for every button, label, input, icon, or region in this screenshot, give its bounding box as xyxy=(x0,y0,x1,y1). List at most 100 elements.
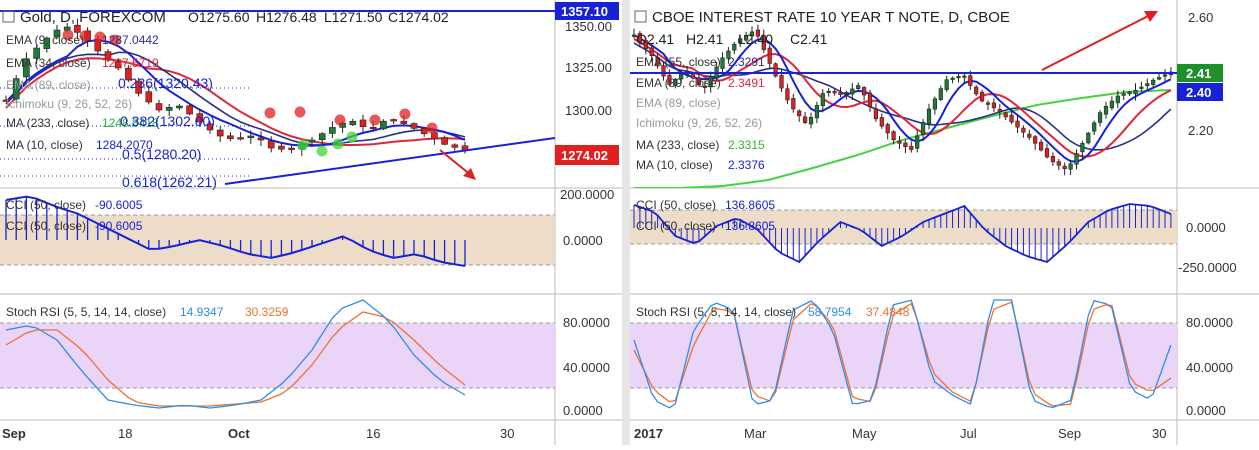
candle-body xyxy=(637,33,643,43)
legend-ma10[interactable]: MA (10, close) xyxy=(6,138,83,152)
candle-body xyxy=(1133,89,1138,95)
signal-dot xyxy=(346,131,358,143)
ma10-line xyxy=(5,39,466,147)
legend-ichimoku[interactable]: Ichimoku (9, 26, 52, 26) xyxy=(6,97,132,111)
cci-line xyxy=(633,203,1172,264)
support-trendline[interactable] xyxy=(224,137,556,185)
legend-ema89[interactable]: EMA (89, close) xyxy=(6,78,91,92)
stoch-legend[interactable]: Stoch RSI (5, 5, 14, 14, close) xyxy=(6,305,166,319)
candle-body xyxy=(23,58,30,78)
tnote-chart[interactable]: 2.60 2.20 2.41 2.40 CBOE INTEREST RATE 1… xyxy=(630,0,1259,445)
legend-ma233[interactable]: MA (233, close) xyxy=(636,138,719,152)
gold-candles xyxy=(2,18,469,156)
top-price-badge-text: 1357.10 xyxy=(561,4,608,19)
candle-body xyxy=(920,122,926,135)
candle-body xyxy=(938,88,943,100)
candle-body xyxy=(1115,95,1120,104)
candle-body xyxy=(950,77,955,80)
candle-body xyxy=(867,92,873,108)
price-badge-green xyxy=(1177,64,1223,82)
legend-ma233[interactable]: MA (233, close) xyxy=(6,116,89,130)
legend-ema34-value: 1297.5719 xyxy=(102,56,159,70)
legend-ema34[interactable]: EMA (34, close) xyxy=(6,56,91,70)
candle-body xyxy=(1162,74,1168,77)
candle-body xyxy=(1127,91,1132,95)
candle-body xyxy=(850,88,855,95)
legend-ema55[interactable]: EMA (55, close) xyxy=(636,55,721,69)
cci-legend[interactable]: CCI (50, close) xyxy=(636,198,716,212)
candle-body xyxy=(1015,120,1020,128)
candle-body xyxy=(844,92,849,95)
current-price-badge-text: 1274.02 xyxy=(561,148,608,163)
candle-body xyxy=(803,116,808,123)
candle-body xyxy=(410,123,418,129)
time-tick: 2017 xyxy=(634,426,663,441)
candle-body xyxy=(879,117,884,127)
stoch-k-value: 58.7954 xyxy=(808,305,852,319)
candle-body xyxy=(1151,79,1156,85)
candle-body xyxy=(738,38,743,44)
legend-ema89[interactable]: EMA (89, close) xyxy=(636,76,721,90)
price-tick: 1350.00 xyxy=(565,19,612,34)
symbol-title: Gold, D, FOREXCOM xyxy=(20,9,166,26)
cci-line xyxy=(5,195,466,267)
fib-label: 0.618(1262.21) xyxy=(122,174,217,190)
candle-body xyxy=(838,92,843,95)
gold-chart[interactable]: 1350.00 1325.00 1300.00 1357.10 1274.02 … xyxy=(0,0,622,445)
candle-body xyxy=(420,127,428,134)
legend-ichimoku[interactable]: Ichimoku (9, 26, 52, 26) xyxy=(636,116,762,130)
candle-body xyxy=(873,108,879,120)
current-price-badge xyxy=(555,145,619,165)
time-tick: Mar xyxy=(744,426,767,441)
candle-body xyxy=(257,137,265,141)
legend-ema89-hidden[interactable]: EMA (89, close) xyxy=(636,96,721,110)
stoch-lines xyxy=(5,299,466,409)
collapse-icon[interactable] xyxy=(2,10,15,23)
collapse-icon[interactable] xyxy=(634,10,647,23)
stoch-tick: 0.0000 xyxy=(563,403,603,418)
candle-body xyxy=(369,127,377,130)
ema34-line xyxy=(5,57,466,146)
legend-ema9-value: 1287.0442 xyxy=(102,33,159,47)
candle-body xyxy=(702,85,707,88)
legend-ema55-value: 2.3291 xyxy=(728,55,765,69)
candle-body xyxy=(1027,133,1032,138)
stoch-k-value: 14.9347 xyxy=(180,305,224,319)
stoch-tick: 80.0000 xyxy=(1186,315,1233,330)
candle-body xyxy=(643,40,648,49)
candle-body xyxy=(631,34,637,37)
candle-body xyxy=(856,85,861,89)
candle-body xyxy=(206,123,214,131)
signal-dot xyxy=(297,139,309,151)
ohlc-low: L2.40 xyxy=(738,31,773,47)
ema89-line xyxy=(633,38,1172,158)
legend-ma10[interactable]: MA (10, close) xyxy=(636,158,713,172)
candle-body xyxy=(744,34,749,41)
cci-path xyxy=(5,195,466,267)
stoch-tick: 0.0000 xyxy=(1186,403,1226,418)
legend-ema89-value: 2.3491 xyxy=(728,76,765,90)
candle-body xyxy=(278,145,285,150)
cci-legend[interactable]: CCI (50, close) xyxy=(6,198,86,212)
candle-body xyxy=(755,29,760,37)
candle-body xyxy=(165,107,173,111)
fib-label: 0.236(1320.43) xyxy=(118,75,213,91)
stoch-legend[interactable]: Stoch RSI (5, 5, 14, 14, close) xyxy=(636,305,796,319)
legend-ma233-value: 1248.8418 xyxy=(102,116,159,130)
moving-averages xyxy=(633,34,1172,188)
candle-body xyxy=(944,79,949,90)
legend-ma10-value: 2.3376 xyxy=(728,158,765,172)
cci-value: -90.6005 xyxy=(95,198,143,212)
signal-dot xyxy=(399,108,411,120)
candle-body xyxy=(135,80,142,94)
cci-legend-2[interactable]: CCI (50, close) xyxy=(6,219,86,233)
cci-legend-2[interactable]: CCI (50, close) xyxy=(636,219,716,233)
signal-dot xyxy=(109,34,121,46)
time-tick: 30 xyxy=(1152,426,1166,441)
candle-body xyxy=(909,145,914,150)
down-arrow xyxy=(439,149,473,177)
candle-body xyxy=(12,78,20,100)
ohlc-high: H2.41 xyxy=(686,31,724,47)
legend-ema9[interactable]: EMA (9, close) xyxy=(6,33,84,47)
candle-body xyxy=(696,77,701,86)
